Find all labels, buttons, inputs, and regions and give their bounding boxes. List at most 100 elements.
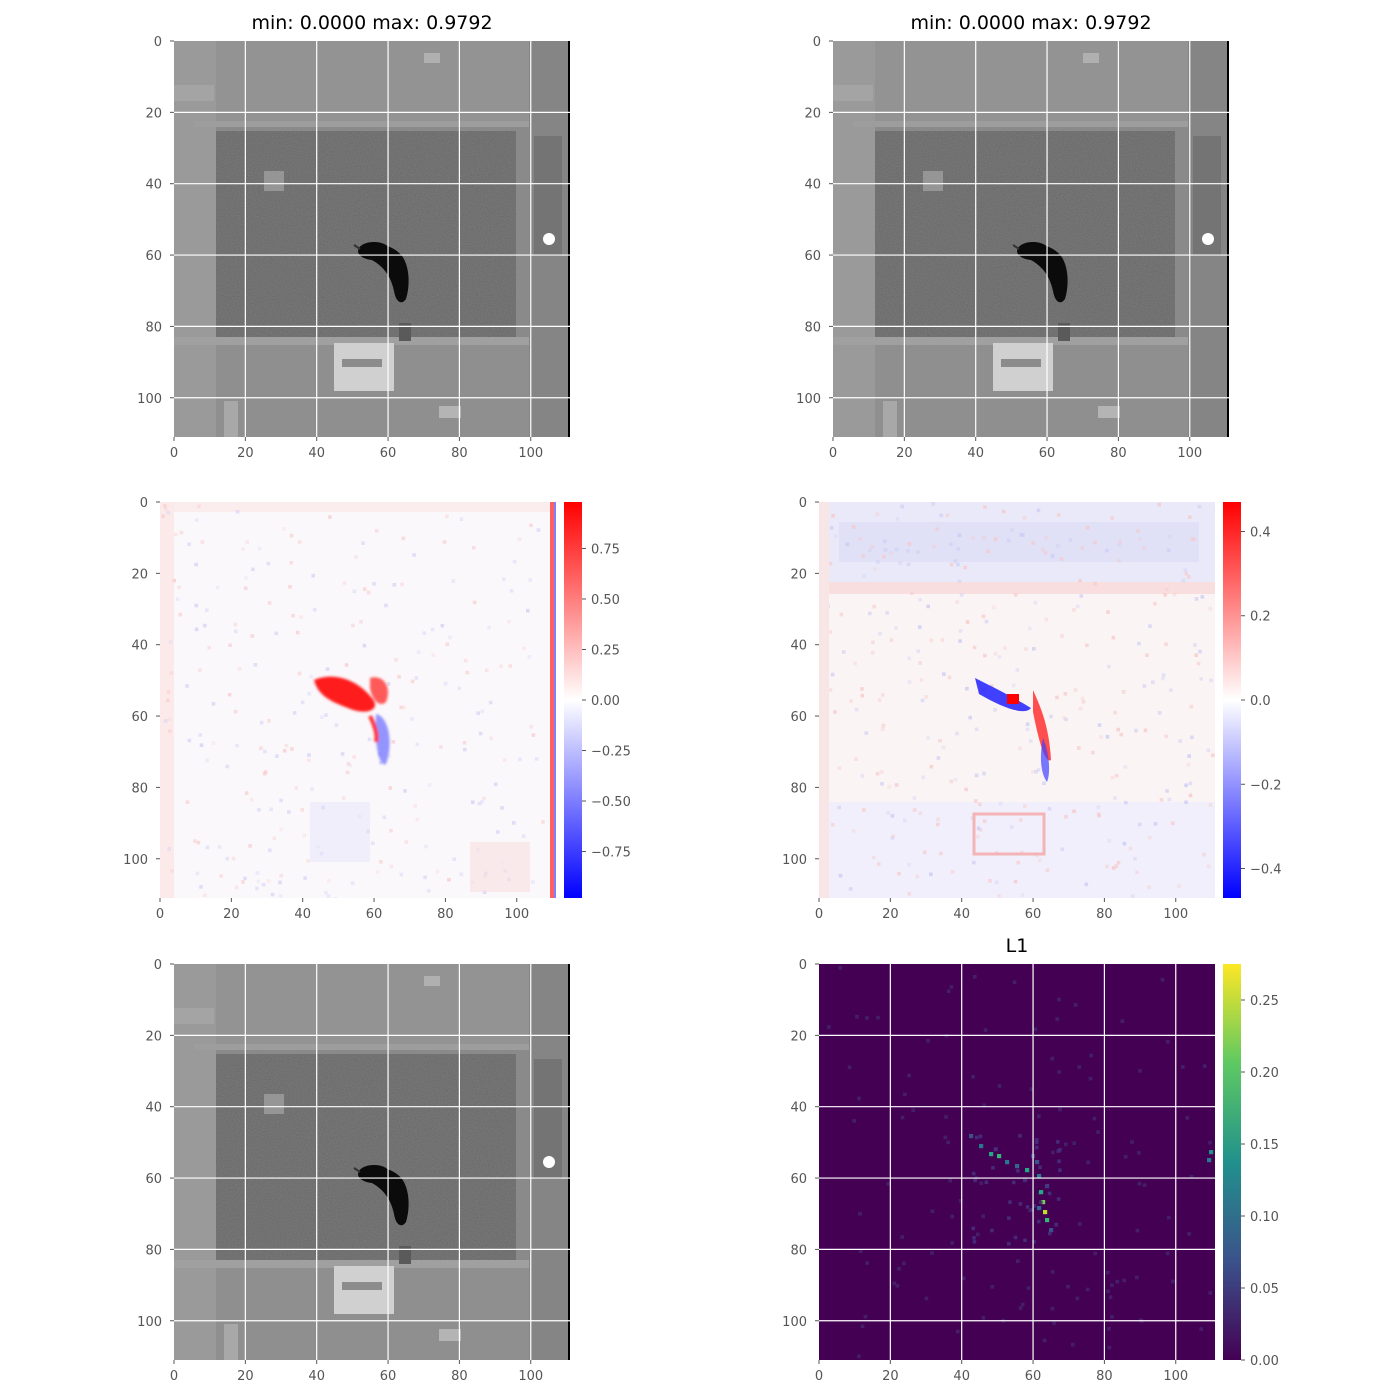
x-tick-label: 60: [1025, 1369, 1042, 1384]
diff-right-panel: 0 20 40 60 80 100 0 20 40 60 80 100 0.4 0.2 0.0 −0.2 −0.…: [782, 496, 1281, 922]
l1-map-image: [819, 964, 1215, 1360]
y-tick-label: 80: [145, 320, 162, 335]
x-tick-label: 20: [882, 1369, 899, 1384]
colorbar-tick-label: 0.00: [591, 694, 620, 709]
y-tick-label: 0: [813, 35, 821, 50]
x-tick-label: 100: [518, 446, 543, 461]
colorbar-tick-label: −0.50: [591, 795, 631, 810]
y-tick-label: 80: [790, 1243, 807, 1258]
reconstruction-image-panel: 0 20 40 60 80 100 0 20 40 60 80 100 min: 0.0000 max:…: [796, 12, 1229, 461]
y-tick-label: 40: [131, 639, 148, 654]
x-tick-label: 40: [308, 1369, 325, 1384]
colorbar-tick-label: −0.75: [591, 846, 631, 861]
x-tick-label: 60: [366, 907, 383, 922]
colorbar-tick-label: 0.20: [1250, 1066, 1279, 1081]
y-tick-label: 40: [790, 1101, 807, 1116]
x-tick-label: 100: [518, 1369, 543, 1384]
x-tick-label: 40: [967, 446, 984, 461]
y-tick-label: 20: [145, 1029, 162, 1044]
y-tick-label: 0: [799, 958, 807, 973]
panel-title: min: 0.0000 max: 0.9792: [910, 12, 1151, 34]
diff-left-panel: 0 20 40 60 80 100 0 20 40 60 80 100 0.75 0.50 0.25 0.00…: [123, 496, 631, 922]
y-tick-label: 80: [145, 1243, 162, 1258]
colorbar-tick-label: 0.25: [591, 643, 620, 658]
x-tick-label: 20: [237, 1369, 254, 1384]
y-tick-label: 40: [804, 178, 821, 193]
output-image-panel: 0 20 40 60 80 100 0 20 40 60 80 100: [137, 958, 570, 1384]
l1-map-panel: 0 20 40 60 80 100 0 20 40 60 80 100 L1 0.25 0.20 0.15 0.…: [782, 935, 1279, 1384]
y-tick-label: 100: [123, 853, 148, 868]
y-tick-label: 20: [790, 567, 807, 582]
x-tick-label: 40: [953, 1369, 970, 1384]
x-tick-label: 60: [380, 1369, 397, 1384]
y-tick-label: 0: [154, 35, 162, 50]
colorbar: 0.25 0.20 0.15 0.10 0.05 0.00: [1223, 964, 1279, 1369]
colorbar-tick-label: 0.75: [591, 542, 620, 557]
x-tick-label: 0: [156, 907, 164, 922]
input-image-image: [174, 41, 570, 437]
x-tick-label: 20: [223, 907, 240, 922]
colorbar-tick-label: 0.2: [1250, 610, 1271, 625]
x-tick-label: 40: [294, 907, 311, 922]
panel-title: L1: [1006, 935, 1029, 957]
colorbar-gradient: [1223, 502, 1241, 898]
colorbar-tick-label: 0.25: [1250, 994, 1279, 1009]
output-image-image: [174, 964, 570, 1360]
colorbar: 0.75 0.50 0.25 0.00 −0.25 −0.50 −0.75: [564, 502, 631, 898]
colorbar-gradient: [1223, 964, 1241, 1360]
colorbar-tick-label: 0.0: [1250, 694, 1271, 709]
x-tick-label: 80: [437, 907, 454, 922]
x-tick-label: 40: [308, 446, 325, 461]
y-tick-label: 100: [782, 853, 807, 868]
x-tick-label: 60: [380, 446, 397, 461]
colorbar-tick-label: 0.10: [1250, 1210, 1279, 1225]
x-tick-label: 60: [1025, 907, 1042, 922]
panel-title: min: 0.0000 max: 0.9792: [251, 12, 492, 34]
y-tick-label: 20: [131, 567, 148, 582]
colorbar-tick-label: 0.4: [1250, 525, 1271, 540]
y-tick-label: 100: [137, 1315, 162, 1330]
y-tick-label: 100: [782, 1315, 807, 1330]
x-tick-label: 80: [1110, 446, 1127, 461]
colorbar-tick-label: −0.2: [1250, 778, 1282, 793]
input-image-panel: 0 20 40 60 80 100 0 20 40 60 80 100 min: 0.0000 max:…: [137, 12, 570, 461]
y-tick-label: 0: [154, 958, 162, 973]
colorbar-tick-label: 0.50: [591, 593, 620, 608]
y-tick-label: 60: [790, 710, 807, 725]
y-tick-label: 40: [145, 178, 162, 193]
y-tick-label: 20: [804, 106, 821, 121]
x-tick-label: 0: [815, 907, 823, 922]
x-tick-label: 0: [170, 1369, 178, 1384]
x-tick-label: 20: [882, 907, 899, 922]
x-tick-label: 20: [896, 446, 913, 461]
x-tick-label: 100: [1177, 446, 1202, 461]
diff-right-image: [819, 502, 1215, 898]
y-tick-label: 60: [145, 1172, 162, 1187]
x-tick-label: 80: [451, 446, 468, 461]
x-tick-label: 0: [815, 1369, 823, 1384]
y-tick-label: 80: [790, 781, 807, 796]
x-tick-label: 0: [170, 446, 178, 461]
x-tick-label: 100: [504, 907, 529, 922]
x-tick-label: 80: [1096, 907, 1113, 922]
colorbar: 0.4 0.2 0.0 −0.2 −0.4: [1223, 502, 1282, 898]
y-tick-label: 0: [140, 496, 148, 511]
y-tick-label: 100: [796, 392, 821, 407]
colorbar-tick-label: 0.05: [1250, 1282, 1279, 1297]
colorbar-tick-label: −0.25: [591, 745, 631, 760]
colorbar-gradient: [564, 502, 582, 898]
x-tick-label: 0: [829, 446, 837, 461]
colorbar-tick-label: 0.15: [1250, 1138, 1279, 1153]
y-tick-label: 100: [137, 392, 162, 407]
y-tick-label: 80: [804, 320, 821, 335]
y-tick-label: 60: [790, 1172, 807, 1187]
y-tick-label: 40: [790, 639, 807, 654]
y-tick-label: 20: [790, 1029, 807, 1044]
y-tick-label: 60: [804, 249, 821, 264]
colorbar-tick-label: −0.4: [1250, 863, 1282, 878]
x-tick-label: 100: [1163, 907, 1188, 922]
y-tick-label: 40: [145, 1101, 162, 1116]
y-tick-label: 20: [145, 106, 162, 121]
x-tick-label: 100: [1163, 1369, 1188, 1384]
x-tick-label: 80: [1096, 1369, 1113, 1384]
